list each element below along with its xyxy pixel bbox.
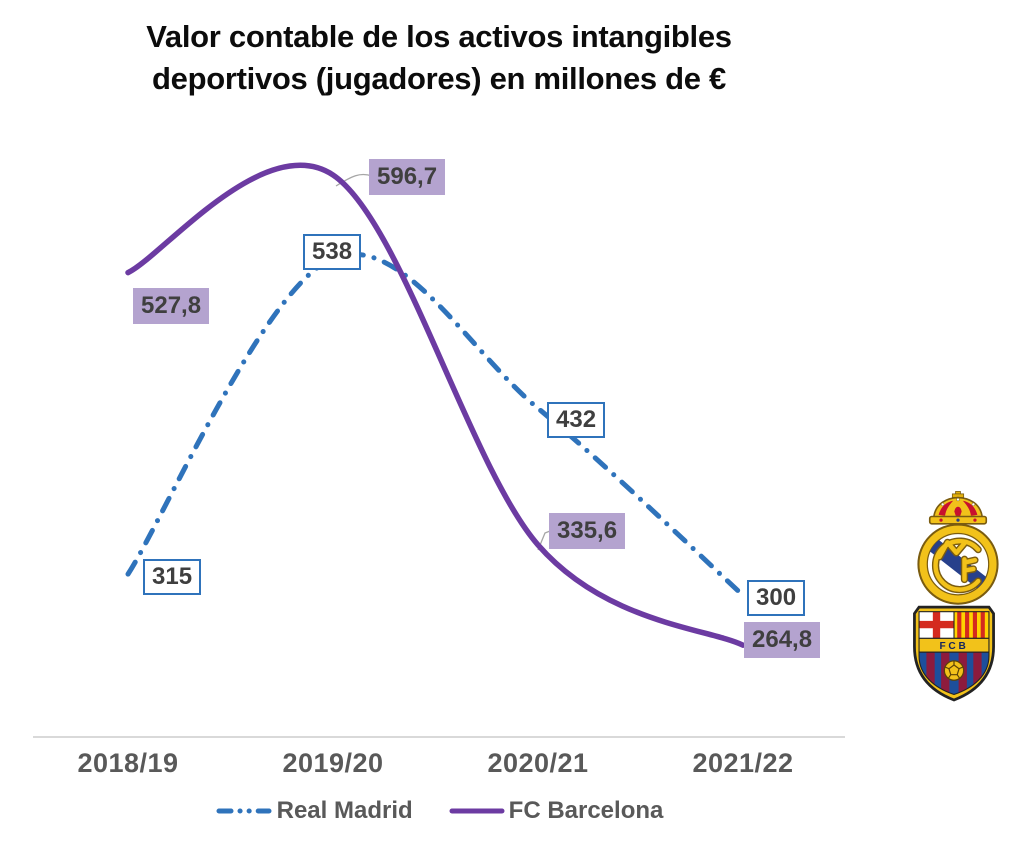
data-label-rm-2018-19: 315 — [143, 559, 202, 595]
chart-title-line-1: Valor contable de los activos intangible… — [146, 19, 732, 54]
data-label-rm-2021-22: 300 — [747, 580, 806, 616]
data-label-fcb-2019-20: 596,7 — [369, 159, 446, 195]
x-tick-2020-21: 2020/21 — [487, 748, 589, 778]
legend-item-fc-barcelona: FC Barcelona — [449, 797, 664, 825]
fc-barcelona-line — [125, 162, 746, 648]
legend-item-real-madrid: Real Madrid — [215, 797, 413, 825]
fc-barcelona-crest-icon: FCB — [913, 605, 995, 702]
x-tick-2021-22: 2021/22 — [692, 748, 794, 778]
real-madrid-line-sample-icon — [216, 808, 272, 814]
data-label-rm-2020-21: 432 — [547, 402, 606, 438]
data-label-rm-2019-20: 538 — [303, 234, 362, 270]
real-madrid-line — [125, 251, 746, 598]
chart-title-line-2: deportivos (jugadores) en millones de € — [152, 61, 726, 96]
data-label-fcb-2021-22: 264,8 — [744, 622, 821, 658]
chart-title: Valor contable de los activos intangible… — [0, 16, 878, 100]
x-tick-2019-20: 2019/20 — [282, 748, 384, 778]
data-label-fcb-2020-21: 335,6 — [549, 513, 626, 549]
data-label-fcb-2018-19: 527,8 — [133, 288, 210, 324]
legend-label-fc-barcelona: FC Barcelona — [508, 797, 664, 824]
real-madrid-crest-icon — [917, 491, 999, 605]
legend: Real Madrid FC Barcelona — [0, 797, 878, 825]
fc-barcelona-line-sample-icon — [449, 808, 505, 814]
svg-text:FCB: FCB — [939, 641, 968, 652]
x-tick-2018-19: 2018/19 — [77, 748, 179, 778]
legend-label-real-madrid: Real Madrid — [276, 797, 413, 824]
